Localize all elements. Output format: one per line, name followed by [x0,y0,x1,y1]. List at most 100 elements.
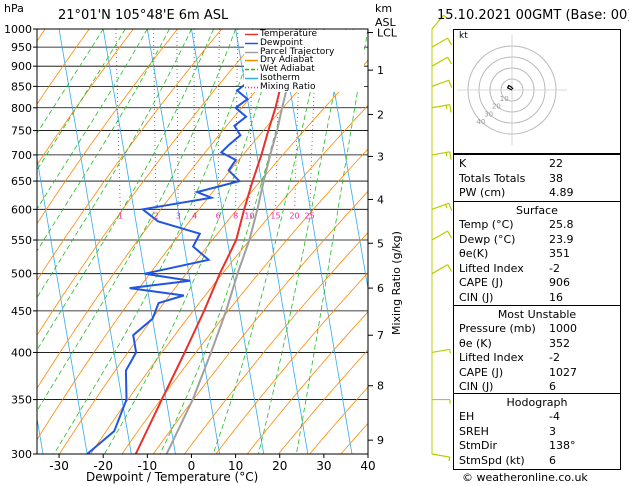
plot-frame [36,28,369,455]
dewpoint-series [86,29,298,454]
isotherm-line [58,29,132,454]
wind-barb [431,453,450,458]
legend-item: Temperature [244,30,317,39]
legend-item: Parcel Trajectory [244,46,335,57]
asl-label: ASL [375,16,396,29]
index-value: 4.89 [549,186,574,199]
pressure-tick-label: 750 [11,125,32,138]
most-unstable-value: 352 [549,336,570,350]
surface-row: Temp (°C) 25.8 [454,218,620,233]
temp-tick-label: 10 [228,459,243,473]
hodograph-stat-key: StmSpd (kt) [459,453,525,467]
mixing-ratio-line [235,29,239,210]
mixing-ratio-label: 4 [192,211,197,220]
most-unstable-row: CIN (J) 6 [454,380,620,395]
km-tick-label: 5 [377,237,384,250]
location-label: 21°01'N 105°48'E 6m ASL [58,8,229,23]
wind-barb-flag [448,202,453,211]
wind-barb-flag [445,152,448,157]
most-unstable-title: Most Unstable [497,308,577,321]
most-unstable-row: Pressure (mb) 1000 [454,322,620,337]
legend-swatch [245,60,258,62]
dry-adiabat-line [215,272,368,454]
wind-barb-flag [447,264,453,272]
km-tick-label: 1 [377,64,384,77]
temp-tick-label: -30 [49,459,69,473]
pressure-tick-label: 1000 [4,23,32,36]
pressure-tick-label: 350 [11,394,32,407]
hpa-axis-label: hPa [4,2,24,15]
km-tick-label: 3 [377,150,384,163]
surface-key: Lifted Index [459,261,524,275]
surface-key: Dewp (°C) [459,232,516,246]
wind-barb-flag [447,37,453,46]
mixing-ratio-label: 6 [216,211,221,220]
dry-adiabat-line [90,104,368,454]
wind-barb-flag [448,80,453,88]
dry-adiabat-line [121,148,368,454]
mixing-ratio-line [176,29,179,210]
wind-barb-flag [449,151,452,160]
legend-label: Temperature [260,29,318,39]
legend-label: Dewpoint [260,37,303,48]
km-tick-label: 8 [377,380,384,393]
most-unstable-key: Lifted Index [459,351,524,364]
mixing-ratio-label: 20 [289,211,299,220]
hodograph-stat-value: 6 [549,453,556,467]
legend-swatch [245,33,258,36]
surface-value: 25.8 [549,218,574,231]
legend-label: Wet Adiabat [260,64,315,75]
isotherm-line [191,29,265,454]
km-tick-label: 2 [377,108,384,121]
hodograph-stat-key: SREH [459,424,489,438]
surface-row: CAPE (J) 906 [454,276,620,291]
stats-panel: K 22 Totals Totals 38 PW (cm) 4.89 Surface Te… [453,154,621,470]
wet-adiabat-line [37,29,192,299]
mixing-ratio-line [153,29,157,210]
hodograph-stat-row: StmDir 138° [454,439,620,454]
pressure-tick-label: 850 [11,80,32,93]
surface-row: Lifted Index -2 [454,262,620,277]
isotherm-line [146,29,220,454]
most-unstable-value: 6 [549,380,556,393]
legend-label: Parcel Trajectory [260,46,335,57]
mixing-ratio-label: 3 [176,211,181,220]
legend-swatch [245,86,258,89]
legend-label: Mixing Ratio [260,81,316,92]
wind-barb [431,79,450,87]
wet-adiabat-line [37,29,148,210]
legend-swatch [245,51,258,53]
wet-adiabat-line [104,29,281,454]
dry-adiabat-line [152,190,368,454]
surface-row: Dewp (°C) 23.9 [454,233,620,248]
km-tick-label: 4 [377,193,384,206]
wind-barb-flag [449,349,452,354]
wind-barb-flag [445,105,448,110]
surface-row: CIN (J) 16 [454,291,620,306]
legend-item: Dewpoint [244,37,303,48]
mixing-ratio-label: 25 [305,211,315,220]
wet-adiabat-line [159,29,303,454]
wind-barb-flag [443,14,448,19]
temp-tick-label: -10 [138,459,158,473]
isotherm-line [37,156,88,454]
hodograph-stat-value: -4 [549,410,560,423]
pressure-tick-label: 800 [11,102,32,115]
mixing-ratio-label: 2 [154,211,159,220]
wind-barb-flag [444,204,448,209]
wind-barb-flag [449,104,452,113]
surface-key: CAPE (J) [459,276,504,289]
mixing-ratio-label: 10 [244,211,254,220]
surface-title: Surface [516,204,558,217]
legend-label: Dry Adiabat [260,55,314,66]
dry-adiabat-line [37,29,90,105]
temp-tick-label: 40 [360,459,375,473]
isotherm-line [102,29,176,454]
temperature-series [134,29,307,454]
km-label: km [375,2,393,15]
hodograph-ring-label: 30 [484,110,493,118]
most-unstable-row: θe (K) 352 [454,337,620,352]
hodograph-ring-label: 20 [492,103,501,111]
mixing-ratio-label: 1 [118,211,123,220]
